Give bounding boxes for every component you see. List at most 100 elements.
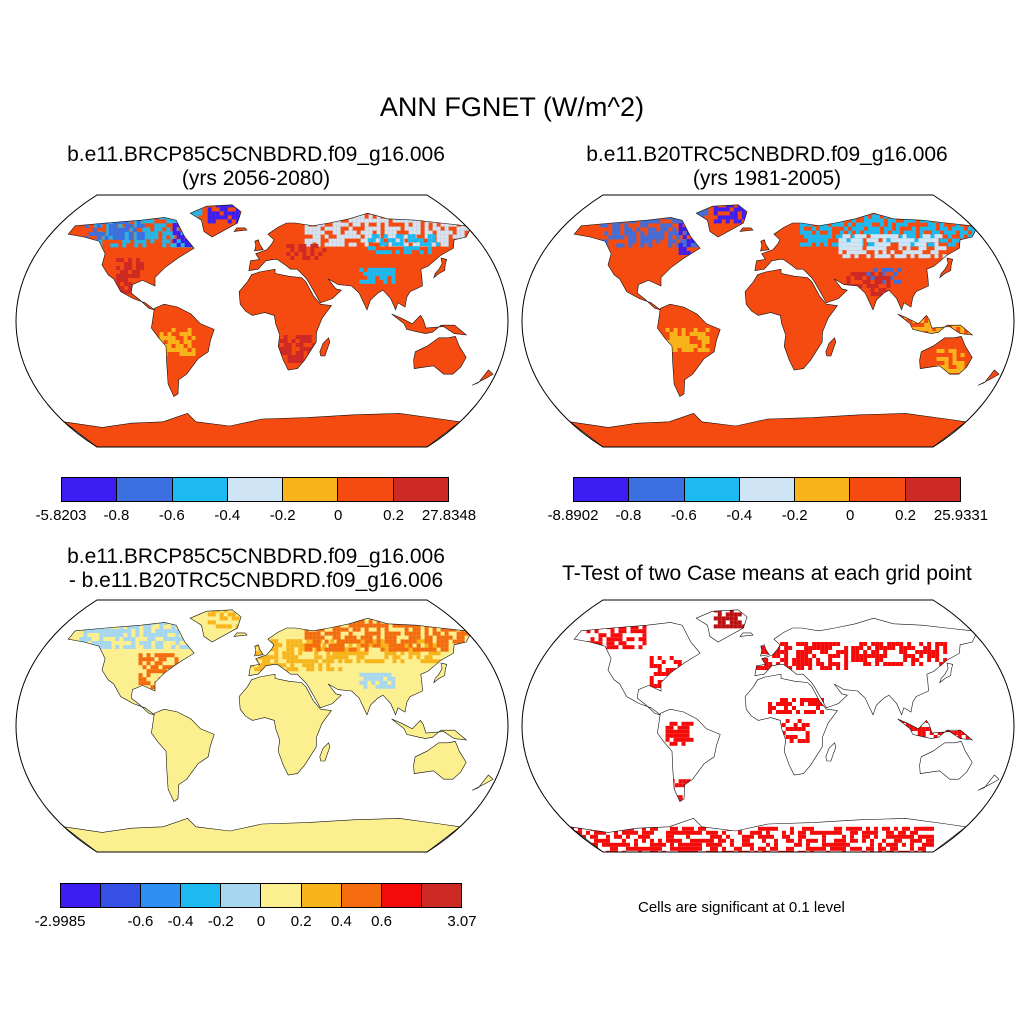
coastline-samerica <box>657 303 721 398</box>
colorbar-tick-label: -0.6 <box>670 507 697 524</box>
coastline-samerica <box>151 708 215 803</box>
coastline-iceland <box>233 227 248 232</box>
colorbar-swatch <box>261 884 302 907</box>
colorbar-swatch <box>101 884 142 907</box>
map-data-patch <box>359 267 396 284</box>
colorbar-swatch <box>905 478 960 501</box>
colorbar-swatch <box>850 478 906 501</box>
map-data-patch <box>649 656 682 688</box>
coastline-nz <box>471 774 494 791</box>
map-data-patch <box>586 625 647 650</box>
coastline-eurasia <box>754 212 977 311</box>
map-data-patch <box>897 719 974 739</box>
colorbar-swatch <box>227 478 284 501</box>
map-data-patch <box>570 826 934 852</box>
colorbar-swatch <box>393 478 448 501</box>
colorbar-tick-label: 0.2 <box>383 507 404 524</box>
colorbar-tick-label: -0.6 <box>158 507 185 524</box>
colorbar-swatch <box>141 884 182 907</box>
colorbar-tick-label: 0.6 <box>371 913 393 930</box>
coastline-greenland <box>695 609 748 643</box>
colorbar-swatch <box>117 478 173 501</box>
colorbar-tick-label: -5.8203 <box>35 507 87 524</box>
colorbar-swatch <box>341 884 382 907</box>
coastline-australia <box>919 336 973 375</box>
coastline-japan <box>939 257 954 279</box>
figure-title: ANN FGNET (W/m^2) <box>379 92 645 122</box>
coastline-eurasia <box>248 617 471 716</box>
panel2-title: b.e11.B20TRC5CNBDRD.f09_g16.006 (yrs 198… <box>537 143 997 191</box>
coastline-namerica <box>573 622 701 716</box>
coastline-australia <box>919 741 973 780</box>
colorbar-tick-label: -0.6 <box>127 913 154 930</box>
coastline-africa <box>744 673 838 776</box>
coastline-antarctica <box>568 413 967 448</box>
map-data-patch <box>768 698 824 714</box>
panel2-title-case: b.e11.B20TRC5CNBDRD.f09_g16.006 <box>586 143 948 166</box>
panel2-title-years: (yrs 1981-2005) <box>692 167 842 190</box>
colorbar-swatch <box>301 884 342 907</box>
panel3-title: b.e11.BRCP85C5CNBDRD.f09_g16.006 - b.e11… <box>26 545 486 593</box>
coastline-madagascar <box>825 337 837 357</box>
map-data-patch <box>781 719 810 743</box>
colorbar-tick-label: 0 <box>333 507 343 524</box>
map-data-patch <box>838 234 947 259</box>
coastline-greenland <box>189 204 242 238</box>
coastline-samerica <box>151 303 215 398</box>
panel2-map <box>521 194 1015 448</box>
coastline-nz <box>977 369 1000 386</box>
colorbar-swatch <box>381 884 422 907</box>
colorbar-swatch <box>739 478 796 501</box>
colorbar-tick-label: 0 <box>845 507 855 524</box>
coastline-madagascar <box>319 742 331 762</box>
coastline-indonesia <box>897 718 974 741</box>
coastline-africa <box>744 268 838 371</box>
panel2-colorbar <box>573 477 961 502</box>
coastline-eurasia <box>248 212 471 311</box>
colorbar-swatch <box>421 884 461 907</box>
colorbar-tick-label: 3.07 <box>447 913 477 930</box>
colorbar-tick-label: 25.9331 <box>933 507 989 524</box>
map-data-patch <box>665 721 694 746</box>
panel1-title: b.e11.BRCP85C5CNBDRD.f09_g16.006 (yrs 20… <box>26 143 486 191</box>
panel4-map <box>521 599 1015 853</box>
coastline-indonesia <box>391 718 468 741</box>
coastline-japan <box>433 257 448 279</box>
colorbar-swatch <box>795 478 851 501</box>
map-boundary <box>15 194 509 448</box>
colorbar-tick-label: -0.2 <box>269 507 296 524</box>
panel3-title-case-b: - b.e11.B20TRC5CNBDRD.f09_g16.006 <box>68 569 444 592</box>
colorbar-tick-label: -2.9985 <box>34 913 86 930</box>
coastline-greenland <box>189 609 242 643</box>
coastline-indonesia <box>897 313 974 336</box>
panel4-title-text: T-Test of two Case means at each grid po… <box>562 562 972 585</box>
colorbar-swatch <box>61 884 102 907</box>
coastline-madagascar <box>319 337 331 357</box>
colorbar-tick-label: -0.4 <box>726 507 753 524</box>
coastline-samerica <box>657 708 721 803</box>
colorbar-swatch <box>62 478 118 501</box>
panel4-title: T-Test of two Case means at each grid po… <box>537 562 997 586</box>
coastline-australia <box>413 336 467 375</box>
coastline-australia <box>413 741 467 780</box>
coastline-namerica <box>573 217 701 311</box>
coastline-africa <box>238 268 332 371</box>
coastline-japan <box>939 662 954 684</box>
colorbar-swatch <box>574 478 630 501</box>
panel3-title-case-a: b.e11.BRCP85C5CNBDRD.f09_g16.006 <box>67 545 445 568</box>
map-data-patch <box>359 672 396 689</box>
coastline-namerica <box>67 217 195 311</box>
map-data-patch <box>207 204 240 224</box>
colorbar-tick-label: 27.8348 <box>421 507 477 524</box>
coastline-japan <box>433 662 448 684</box>
coastline-greenland <box>695 204 748 238</box>
colorbar-tick-label: 0 <box>256 913 266 930</box>
colorbar-tick-label: -0.2 <box>781 507 808 524</box>
coastline-indonesia <box>391 313 468 336</box>
map-data-patch <box>367 234 440 255</box>
coastline-iceland <box>739 227 754 232</box>
significance-note: Cells are significant at 0.1 level <box>638 899 845 916</box>
colorbar-swatch <box>181 884 222 907</box>
colorbar-tick-label: -0.4 <box>167 913 194 930</box>
map-data-patch <box>851 642 948 666</box>
